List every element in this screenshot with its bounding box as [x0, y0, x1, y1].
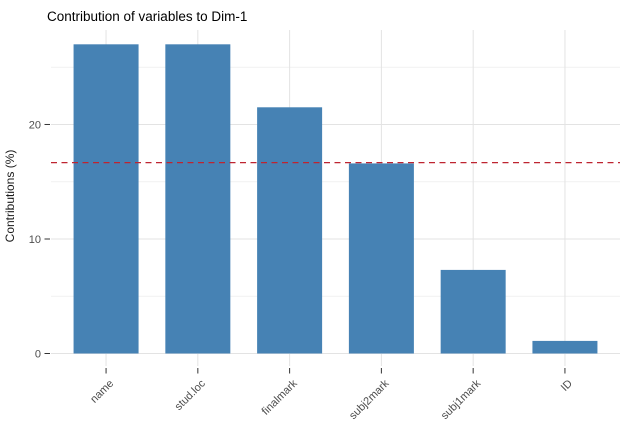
x-tick-label: finalmark	[260, 377, 300, 417]
chart-layer: 0 10 20 name stud.loc finalmark subj2mark subj1…	[29, 30, 620, 422]
bar	[348, 163, 414, 354]
bar	[257, 107, 323, 354]
x-tick-label: name	[88, 378, 116, 406]
x-tick-label: ID	[559, 378, 575, 394]
chart-title: Contribution of variables to Dim-1	[47, 9, 247, 24]
y-axis-title: Contributions (%)	[3, 150, 17, 243]
x-tick-label: subj1mark	[439, 377, 484, 422]
bar	[73, 44, 139, 354]
y-tick-label: 10	[29, 234, 41, 246]
y-tick-label: 20	[29, 119, 41, 131]
x-tick-label: stud.loc	[173, 377, 209, 413]
x-tick-label: subj2mark	[347, 377, 392, 422]
bar	[440, 269, 506, 354]
bar	[165, 44, 231, 354]
bar	[532, 340, 598, 354]
y-tick-label: 0	[35, 349, 41, 361]
